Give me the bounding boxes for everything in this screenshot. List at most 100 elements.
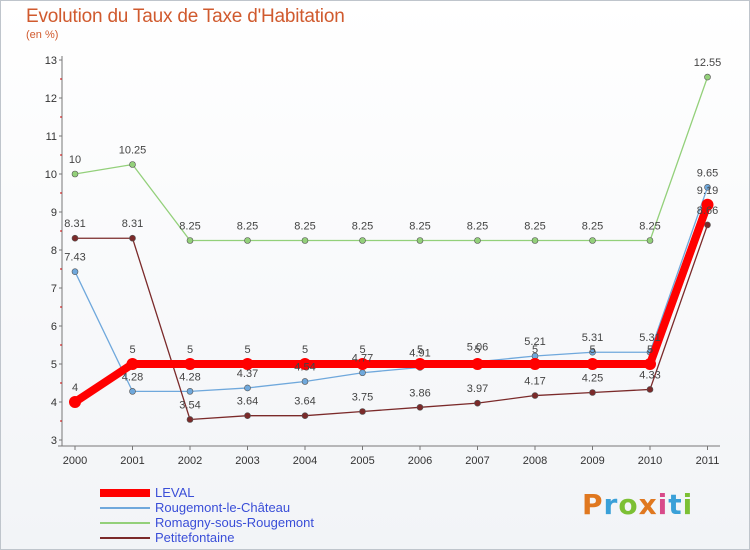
y-tick-label: 6 (51, 321, 57, 333)
chart-title: Evolution du Taux de Taxe d'Habitation (26, 6, 345, 27)
data-point (184, 358, 196, 370)
data-label: 3.75 (352, 392, 373, 404)
data-point (241, 358, 254, 370)
data-label: 5 (302, 344, 308, 356)
data-label: 10.25 (119, 145, 147, 157)
legend-label: LEVAL (155, 485, 195, 500)
x-tick-label: 2007 (465, 455, 489, 467)
data-point (359, 237, 366, 244)
data-label: 3.54 (179, 399, 200, 411)
data-label: 8.25 (294, 221, 315, 233)
data-point (531, 237, 539, 244)
y-tick-label: 12 (45, 93, 57, 105)
y-tick-label: 5 (51, 359, 57, 371)
data-point (301, 412, 309, 419)
data-label: 5.21 (524, 336, 545, 348)
data-label: 8.31 (122, 218, 143, 230)
data-label: 4.25 (582, 373, 603, 385)
legend-label: Romagny-sous-Rougemont (155, 515, 314, 530)
x-tick-label: 2005 (350, 455, 374, 467)
data-point (69, 396, 81, 408)
data-point (589, 237, 596, 244)
data-point (646, 386, 654, 393)
data-label: 4.33 (639, 369, 660, 381)
data-label: 5.06 (467, 342, 488, 354)
data-label: 3.64 (294, 396, 315, 408)
data-label: 8.31 (64, 218, 85, 230)
x-tick-label: 2003 (235, 455, 259, 467)
data-label: 7.43 (64, 252, 85, 264)
data-label: 9.65 (697, 167, 718, 179)
data-label: 5.31 (582, 332, 603, 344)
x-tick-label: 2001 (120, 455, 144, 467)
data-label: 3.86 (409, 387, 430, 399)
logo-letter: P (582, 488, 604, 521)
x-tick-label: 2008 (523, 455, 547, 467)
data-point (704, 73, 711, 81)
data-label: 5.31 (639, 332, 660, 344)
data-point (244, 384, 251, 392)
data-label: 5 (417, 344, 423, 356)
data-point (704, 221, 711, 229)
logo-letter: i (657, 488, 669, 521)
chart-data-labels: 4 5 5 5 5 5 5 5 5 5 5 9.19 7.43 4.28 4.28 4.37 4.54 4.77 4… (64, 57, 721, 411)
data-point (244, 237, 251, 244)
data-point (359, 369, 366, 377)
data-label: 4.77 (352, 353, 373, 365)
data-point (589, 348, 596, 356)
data-point (531, 392, 539, 399)
data-point (71, 170, 79, 178)
data-point (301, 237, 309, 244)
data-point (416, 404, 424, 411)
data-point (589, 389, 596, 396)
data-label: 5 (187, 344, 193, 356)
legend-label: Rougemont-le-Château (155, 500, 291, 515)
data-point (529, 358, 541, 370)
x-tick-label: 2000 (63, 455, 87, 467)
data-point (704, 184, 711, 191)
data-label: 5 (474, 344, 480, 356)
data-point (474, 399, 481, 407)
data-point (71, 268, 79, 275)
x-tick-label: 2004 (293, 455, 317, 467)
series-line-2 (74, 76, 709, 242)
logo-letter: x (638, 488, 658, 521)
legend-label: Petitefontaine (155, 530, 235, 545)
data-label: 3.97 (467, 383, 488, 395)
data-point (359, 408, 366, 415)
data-label: 4.37 (237, 368, 258, 380)
x-tick-label: 2006 (408, 455, 432, 467)
data-label: 8.25 (467, 221, 488, 233)
chart-subtitle: (en %) (26, 29, 59, 41)
x-tick-label: 2010 (638, 455, 662, 467)
data-point (71, 234, 79, 242)
logo-letter: r (603, 488, 619, 521)
data-label: 5 (589, 344, 595, 356)
data-point (701, 198, 714, 211)
data-point (414, 358, 426, 370)
data-label: 5 (244, 344, 250, 356)
data-point (186, 237, 194, 244)
data-label: 8.25 (524, 221, 545, 233)
data-point (186, 388, 194, 395)
data-label: 4.91 (409, 347, 430, 359)
data-label: 4.28 (179, 371, 200, 383)
data-label: 5 (647, 344, 653, 356)
legend-swatch (100, 507, 150, 509)
data-point (126, 358, 139, 370)
data-point (129, 161, 136, 168)
data-label: 5 (532, 344, 538, 356)
data-label: 12.55 (694, 57, 722, 69)
data-point (356, 358, 369, 370)
series-line-3 (74, 224, 709, 421)
data-point (186, 416, 194, 423)
data-point (644, 358, 656, 370)
data-label: 5 (129, 344, 135, 356)
data-point (301, 378, 309, 385)
legend-swatch (100, 489, 150, 497)
data-label: 3.64 (237, 396, 258, 408)
data-label: 4.28 (122, 371, 143, 383)
data-label: 8.25 (639, 221, 660, 233)
